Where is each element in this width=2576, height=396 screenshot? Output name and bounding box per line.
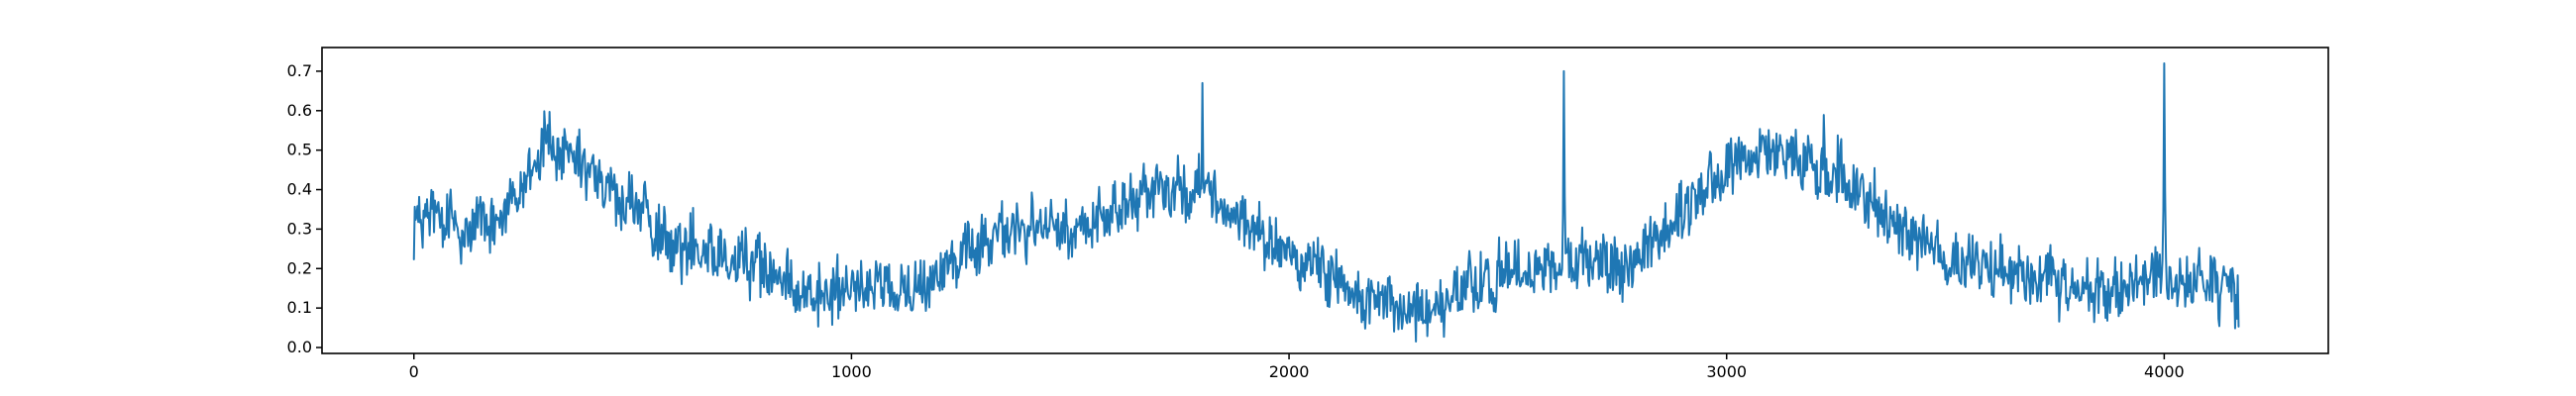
y-tick-label-0.0: 0.0 — [287, 338, 312, 356]
x-tick-label-4000: 4000 — [2144, 362, 2185, 381]
x-tick-label-3000: 3000 — [1706, 362, 1747, 381]
plot-background — [322, 48, 2328, 353]
y-tick-label-0.6: 0.6 — [287, 101, 312, 120]
y-tick-label-0.5: 0.5 — [287, 141, 312, 159]
x-tick-label-1000: 1000 — [831, 362, 872, 381]
y-tick-label-0.2: 0.2 — [287, 258, 312, 277]
y-tick-label-0.3: 0.3 — [287, 219, 312, 238]
y-tick-label-0.4: 0.4 — [287, 180, 312, 199]
x-tick-label-2000: 2000 — [1269, 362, 1310, 381]
series-layer — [412, 61, 2240, 343]
x-tick-label-0: 0 — [409, 362, 419, 381]
series-line-0 — [412, 61, 2240, 343]
plot-frame — [321, 47, 2329, 354]
y-tick-label-0.7: 0.7 — [287, 61, 312, 80]
y-tick-label-0.1: 0.1 — [287, 298, 312, 317]
y-axis-ticks: 0.0 0.1 0.2 0.3 0.4 0.5 0.6 0.7 — [287, 61, 322, 356]
x-axis-ticks: 0 1000 2000 3000 4000 — [409, 353, 2185, 381]
